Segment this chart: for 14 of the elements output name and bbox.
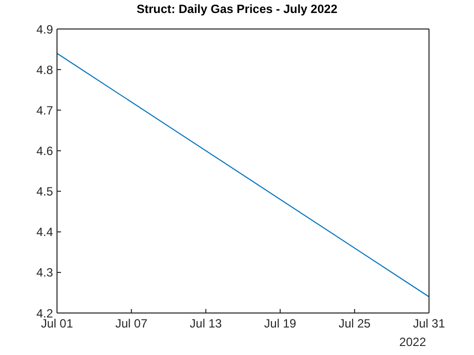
y-tick-label: 4.8: [36, 62, 54, 77]
x-tick-label: Jul 25: [338, 316, 371, 331]
x-tick-label: Jul 31: [412, 316, 446, 331]
y-tick-label: 4.7: [36, 103, 54, 118]
chart-title: Struct: Daily Gas Prices - July 2022: [136, 2, 338, 16]
y-tick-label: 4.6: [36, 144, 54, 158]
x-tick-label: Jul 07: [115, 316, 148, 331]
y-tick-label: 4.4: [36, 225, 54, 240]
text: 2022: [399, 335, 426, 349]
y-tick-label: 4.3: [36, 266, 54, 280]
x-tick-label: Jul 19: [264, 316, 297, 331]
y-tick-label: 4.9: [36, 22, 54, 36]
y-tick-label: 4.5: [36, 184, 54, 199]
x-tick-label: Jul 13: [190, 316, 222, 331]
